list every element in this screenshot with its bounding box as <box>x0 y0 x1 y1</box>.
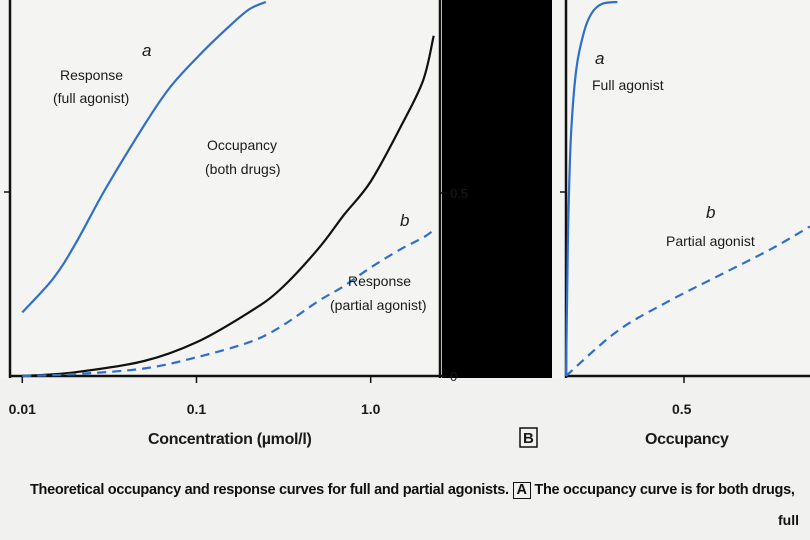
panel-b-letter-box <box>519 427 538 448</box>
panel-a-x-tick-label: 1.0 <box>361 401 381 417</box>
annotation-occupancy-1: Occupancy <box>207 137 277 153</box>
panel-a-x-label: Concentration (µmol/l) <box>148 431 312 448</box>
panel-b-series-line-1 <box>565 225 810 377</box>
panel-b-x-tick-label: 0.5 <box>672 401 692 417</box>
annotation-occupancy-2: (both drugs) <box>205 161 280 177</box>
panel-b-background <box>552 0 810 378</box>
panel-a-x-tick-label: 0.1 <box>187 401 207 417</box>
annotation-b-marker: b <box>400 211 409 230</box>
panel-b-annotation-partial: Partial agonist <box>666 233 755 249</box>
panel-b-annotation-a: a <box>595 49 604 68</box>
annotation-full-response-2: (full agonist) <box>53 90 129 106</box>
panel-a-series-line-0 <box>21 0 267 314</box>
caption-panel-a-label: A <box>512 482 531 499</box>
caption-cutoff-text: full <box>778 512 799 528</box>
panel-a-y-tick-0: 0 <box>450 369 457 384</box>
panel-b-series <box>564 0 810 377</box>
caption-text-before: Theoretical occupancy and response curve… <box>30 482 509 498</box>
panel-a-series <box>21 0 435 378</box>
annotation-partial-response-1: Response <box>348 273 411 289</box>
caption-text-after: The occupancy curve is for both drugs, <box>534 482 795 498</box>
panel-a-series-line-1 <box>22 35 435 378</box>
panel-a-x-ticks: 0.01 0.1 1.0 <box>9 376 381 417</box>
annotation-partial-response-2: (partial agonist) <box>330 297 427 313</box>
annotation-full-response-1: Response <box>60 67 123 83</box>
caption-area <box>0 378 810 540</box>
panel-b-letter: B <box>523 430 534 447</box>
panel-b-annotation-b: b <box>706 203 715 222</box>
panel-b-annotation-full: Full agonist <box>592 77 664 93</box>
panel-b-series-line-0 <box>564 0 618 377</box>
panel-a-x-tick-label: 0.01 <box>9 401 36 417</box>
figure-caption: Theoretical occupancy and response curve… <box>30 482 795 499</box>
panel-a-y-tick-0.5: 0.5 <box>450 186 468 201</box>
panel-a-series-line-2 <box>22 229 435 378</box>
panel-a-background <box>0 0 442 378</box>
panel-b-x-label: Occupancy <box>645 431 729 448</box>
annotation-a-marker: a <box>142 41 151 60</box>
